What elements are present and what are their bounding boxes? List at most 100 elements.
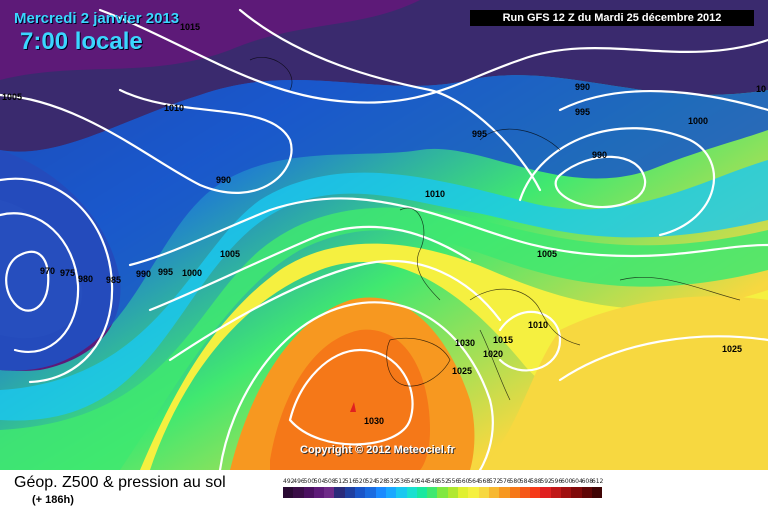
legend-value: 596 (550, 478, 563, 485)
legend-swatch (509, 487, 520, 498)
legend-swatch (385, 487, 397, 498)
weather-map: 1015 1005 1010 990 995 990 1000 990 995 … (0, 0, 768, 470)
isobar-label: 1000 (688, 116, 708, 126)
legend-value: 580 (509, 478, 521, 485)
legend-value: 512 (334, 478, 346, 485)
high-pressure-marker (350, 402, 356, 412)
isobar-high-inner (288, 348, 414, 446)
isobar-scand-low (554, 155, 647, 209)
legend-swatch (519, 487, 531, 498)
isobar-north-1 (0, 88, 293, 194)
isobar-label: 990 (216, 175, 231, 185)
legend-swatch (396, 487, 407, 498)
legend-value: 588 (530, 478, 542, 485)
legend-value: 584 (519, 478, 532, 485)
legend-value: 552 (437, 478, 449, 485)
legend-value: 560 (458, 478, 470, 485)
isobar-label: 1005 (537, 249, 557, 259)
copyright-notice: Copyright © 2012 Meteociel.fr (300, 444, 455, 456)
legend-swatch (437, 487, 448, 498)
legend-value: 544 (416, 478, 429, 485)
legend-value: 528 (375, 478, 388, 485)
forecast-date: Mercredi 2 janvier 2013 (14, 10, 180, 27)
legend-value: 600 (561, 478, 573, 485)
color-scale-legend: 492 496 500 504 508 512 516 520 524 528 532 536 540 5… (283, 478, 604, 498)
isobar-low-ring-1 (0, 212, 80, 353)
z500-band-green (0, 207, 768, 470)
isobar-label: 1010 (425, 189, 445, 199)
isobar-label: 10 (756, 84, 766, 94)
isobar-label: 1005 (2, 92, 22, 102)
east-yellow (480, 296, 768, 470)
legend-value: 608 (581, 478, 594, 485)
legend-value: 548 (427, 478, 439, 485)
z500-band-blue (0, 75, 768, 371)
legend-swatch (530, 487, 541, 498)
isobar-scand-ring (518, 127, 716, 237)
isobar-label: 990 (575, 82, 590, 92)
isobar-east-ridge (558, 335, 768, 382)
legend-value: 568 (478, 478, 491, 485)
isobar-labels: 1015 1005 1010 990 995 990 1000 990 995 … (2, 22, 766, 426)
isobar-italy (498, 310, 562, 372)
isobar-north-2 (98, 8, 768, 104)
model-run-info: Run GFS 12 Z du Mardi 25 décembre 2012 (470, 10, 754, 26)
isobar-low-ring-2 (0, 177, 114, 384)
legend-labels: 492 496 500 504 508 512 516 520 524 528 532 536 540 5… (283, 478, 604, 485)
legend-value: 612 (591, 478, 604, 485)
isobar-label: 1030 (364, 416, 384, 426)
isobar-label: 995 (472, 129, 487, 139)
isobar-label: 1015 (493, 335, 513, 345)
isobar-label: 985 (106, 275, 121, 285)
isobar-label: 1005 (220, 249, 240, 259)
legend-swatch (293, 487, 304, 498)
isobar-label: 990 (136, 269, 151, 279)
forecast-local-time: 7:00 locale (20, 28, 143, 55)
forecast-lead-time: (+ 186h) (32, 494, 74, 506)
legend-swatch (478, 487, 489, 498)
isobar-label: 995 (158, 267, 173, 277)
isobar-label: 1010 (164, 103, 184, 113)
legend-value: 516 (344, 478, 357, 485)
legend-swatches (283, 487, 603, 498)
legend-value: 604 (571, 478, 583, 485)
isobar-mid-2 (148, 225, 472, 312)
legend-value: 532 (385, 478, 398, 485)
legend-value: 504 (313, 478, 326, 485)
legend-swatch (488, 487, 500, 498)
isobar-label: 1025 (452, 366, 472, 376)
legend-value: 524 (365, 478, 377, 485)
isobars (0, 8, 768, 470)
legend-swatch (550, 487, 562, 498)
legend-swatch (313, 487, 325, 498)
legend-swatch (561, 487, 572, 498)
legend-swatch (355, 487, 366, 498)
isobar-label: 970 (40, 266, 55, 276)
isobar-low-center (5, 250, 50, 312)
isobar-label: 1000 (182, 268, 202, 278)
isobar-label: 1025 (722, 344, 742, 354)
legend-value: 508 (324, 478, 336, 485)
legend-swatch (334, 487, 345, 498)
legend-swatch (571, 487, 582, 498)
isobar-mid-1 (128, 197, 768, 267)
map-caption: Géop. Z500 & pression au sol (14, 474, 226, 491)
legend-swatch (303, 487, 314, 498)
coastlines (249, 57, 741, 401)
isobar-mid-3 (168, 260, 502, 362)
legend-swatch (499, 487, 510, 498)
isobar-label: 1020 (483, 349, 503, 359)
legend-swatch (416, 487, 428, 498)
legend-value: 576 (499, 478, 511, 485)
legend-swatch (427, 487, 438, 498)
legend-swatch (283, 487, 294, 498)
legend-value: 492 (283, 478, 295, 485)
legend-value: 592 (540, 478, 552, 485)
legend-swatch (375, 487, 386, 498)
legend-swatch (468, 487, 479, 498)
legend-swatch (365, 487, 376, 498)
isobar-label: 1015 (180, 22, 200, 32)
legend-value: 556 (447, 478, 460, 485)
legend-value: 540 (406, 478, 419, 485)
isobar-label: 1030 (455, 338, 475, 348)
